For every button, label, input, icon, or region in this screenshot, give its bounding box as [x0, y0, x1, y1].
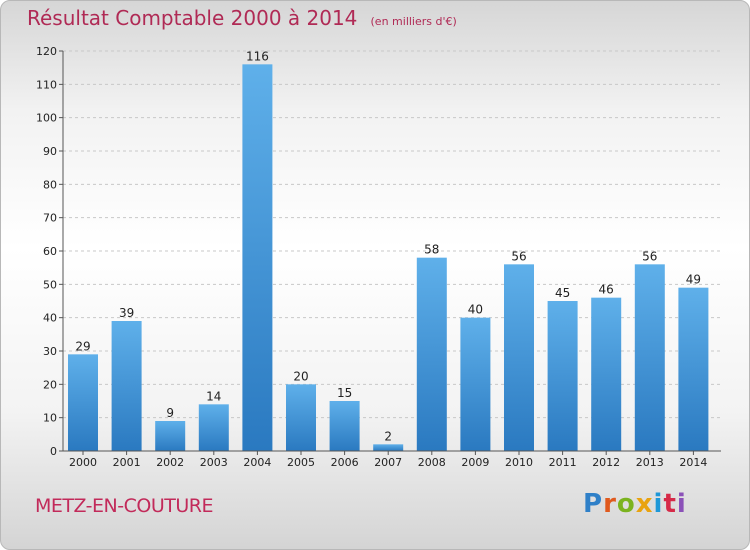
- bar: [286, 384, 316, 451]
- bar: [198, 404, 229, 451]
- data-label: 2: [384, 429, 392, 443]
- data-label: 29: [75, 339, 90, 353]
- bar: [634, 264, 665, 451]
- x-tick-label: 2003: [200, 456, 228, 469]
- bar: [591, 297, 622, 451]
- logo-letter: i: [653, 489, 664, 519]
- data-label: 45: [555, 286, 570, 300]
- bar: [504, 264, 534, 451]
- grid-lines: [63, 50, 721, 419]
- x-tick-label: 2008: [418, 456, 446, 469]
- chart-title-unit: (en milliers d'€): [370, 15, 457, 28]
- logo-letter: r: [603, 489, 617, 519]
- logo-letter: x: [635, 489, 654, 519]
- y-tick-label: 90: [43, 145, 57, 158]
- logo-letter: o: [616, 489, 636, 519]
- x-tick-label: 2014: [679, 456, 707, 469]
- x-tick-label: 2005: [287, 456, 315, 469]
- y-tick-label: 20: [43, 378, 57, 391]
- data-label: 20: [293, 369, 308, 383]
- x-tick-label: 2004: [243, 456, 271, 469]
- data-label: 56: [511, 249, 526, 263]
- bar: [155, 421, 186, 451]
- bar: [111, 321, 142, 451]
- data-label: 46: [599, 283, 614, 297]
- x-tick-label: 2009: [461, 456, 489, 469]
- x-tick-label: 2010: [505, 456, 533, 469]
- bar: [68, 354, 98, 451]
- data-label: 49: [686, 273, 701, 287]
- commune-name: METZ-EN-COUTURE: [35, 495, 213, 517]
- chart-title: Résultat Comptable 2000 à 2014 (en milli…: [27, 6, 457, 30]
- data-label: 39: [119, 306, 134, 320]
- x-tick-label: 2006: [331, 456, 359, 469]
- data-label: 15: [337, 386, 352, 400]
- data-label: 14: [206, 389, 221, 403]
- x-tick-label: 2012: [592, 456, 620, 469]
- x-tick-label: 2000: [69, 456, 97, 469]
- data-label: 40: [468, 303, 483, 317]
- logo-letter: i: [676, 489, 687, 519]
- bar: [242, 64, 273, 452]
- logo-letter: P: [583, 489, 604, 519]
- y-tick-label: 100: [36, 112, 57, 125]
- y-tick-label: 0: [50, 445, 57, 458]
- bars: [68, 64, 709, 452]
- bar: [373, 444, 404, 451]
- logo-letter: t: [663, 489, 677, 519]
- bar: [329, 401, 360, 451]
- data-label: 116: [246, 49, 269, 63]
- bar: [416, 257, 447, 451]
- y-tick-label: 60: [43, 245, 57, 258]
- y-tick-label: 80: [43, 178, 57, 191]
- x-tick-label: 2001: [113, 456, 141, 469]
- y-tick-label: 120: [36, 45, 57, 58]
- y-tick-label: 10: [43, 412, 57, 425]
- bar: [460, 317, 491, 451]
- bar: [678, 287, 709, 451]
- data-label: 9: [166, 406, 174, 420]
- x-tick-label: 2011: [549, 456, 577, 469]
- proxiti-logo: Proxiti: [583, 489, 687, 519]
- data-label: 58: [424, 243, 439, 257]
- y-tick-label: 70: [43, 212, 57, 225]
- axes: 0 10 20 30 40 50 60 70 80 90 100 110 120 2000 2001 2002…: [36, 45, 721, 469]
- y-tick-label: 30: [43, 345, 57, 358]
- x-tick-label: 2002: [156, 456, 184, 469]
- y-tick-label: 50: [43, 278, 57, 291]
- data-label: 56: [642, 249, 657, 263]
- value-labels: 29 39 9 14 116 20 15 2 58 40 56 45 46 56 49: [75, 49, 701, 443]
- x-tick-label: 2007: [374, 456, 402, 469]
- chart-title-main: Résultat Comptable 2000 à 2014: [27, 6, 358, 30]
- y-tick-label: 110: [36, 78, 57, 91]
- x-tick-label: 2013: [636, 456, 664, 469]
- y-tick-label: 40: [43, 312, 57, 325]
- bar: [547, 301, 578, 451]
